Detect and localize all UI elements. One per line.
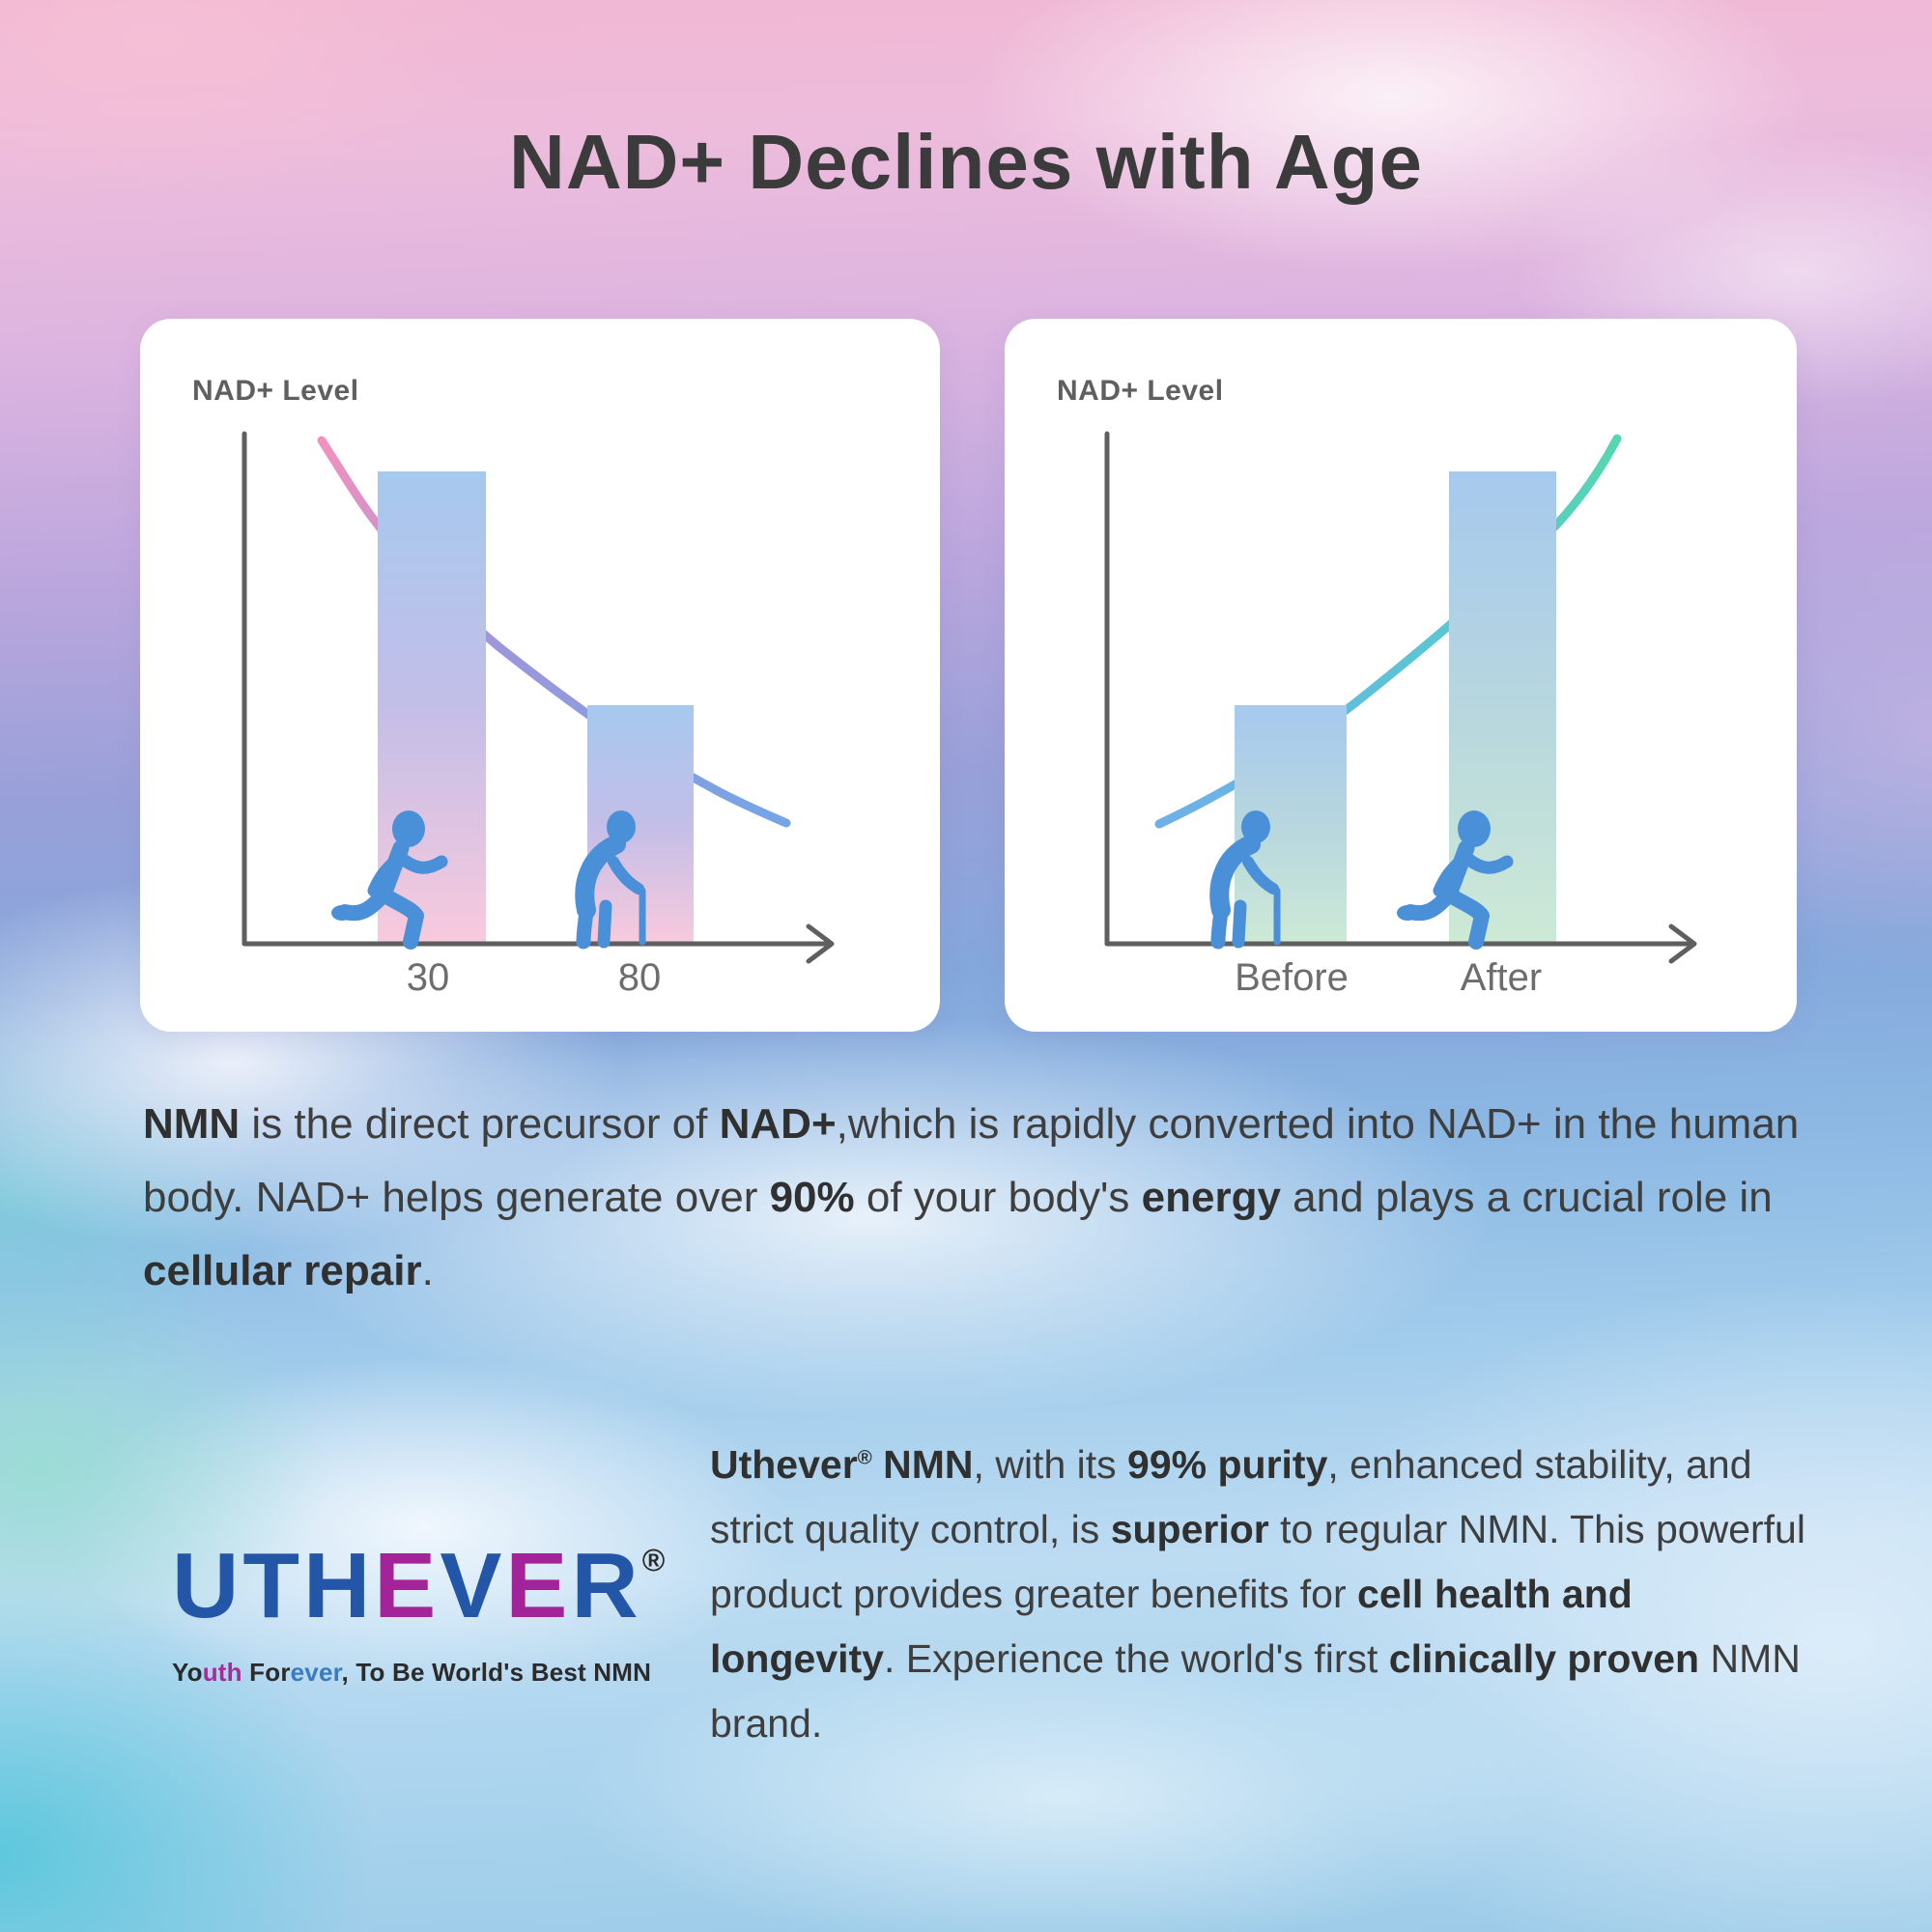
- chart-axes: [242, 431, 835, 964]
- chart-axes: [1104, 431, 1697, 964]
- logo-word: UTHEVER®: [172, 1540, 713, 1633]
- chart-card-age-decline: NAD+ Level 30 80: [140, 319, 940, 1032]
- before-after-chart: [1104, 431, 1697, 964]
- x-tick-age-80: 80: [617, 956, 662, 999]
- logo-letters: UTHEVER: [172, 1534, 642, 1637]
- elderly-icon: [1209, 810, 1281, 950]
- elderly-icon: [575, 810, 646, 950]
- runner-icon: [331, 810, 448, 950]
- age-decline-chart: [242, 431, 835, 964]
- brand-logo: UTHEVER® Youth Forever, To Be World's Be…: [172, 1540, 713, 1688]
- runner-icon: [1397, 810, 1514, 950]
- x-tick-age-30: 30: [406, 956, 450, 999]
- chart-ylabel: NAD+ Level: [192, 375, 359, 407]
- x-tick-before: Before: [1235, 956, 1349, 999]
- logo-registered-mark: ®: [641, 1543, 666, 1577]
- x-tick-after: After: [1460, 956, 1543, 999]
- main-paragraph: NMN is the direct precursor of NAD+,whic…: [143, 1100, 1800, 1294]
- brand-paragraph: Uthever® NMN, with its 99% purity, enhan…: [710, 1442, 1805, 1746]
- page-title: NAD+ Declines with Age: [509, 119, 1423, 205]
- chart-card-before-after: NAD+ Level Before After: [1005, 319, 1797, 1032]
- chart-ylabel: NAD+ Level: [1057, 375, 1224, 407]
- logo-tagline: Youth Forever, To Be World's Best NMN: [172, 1658, 652, 1687]
